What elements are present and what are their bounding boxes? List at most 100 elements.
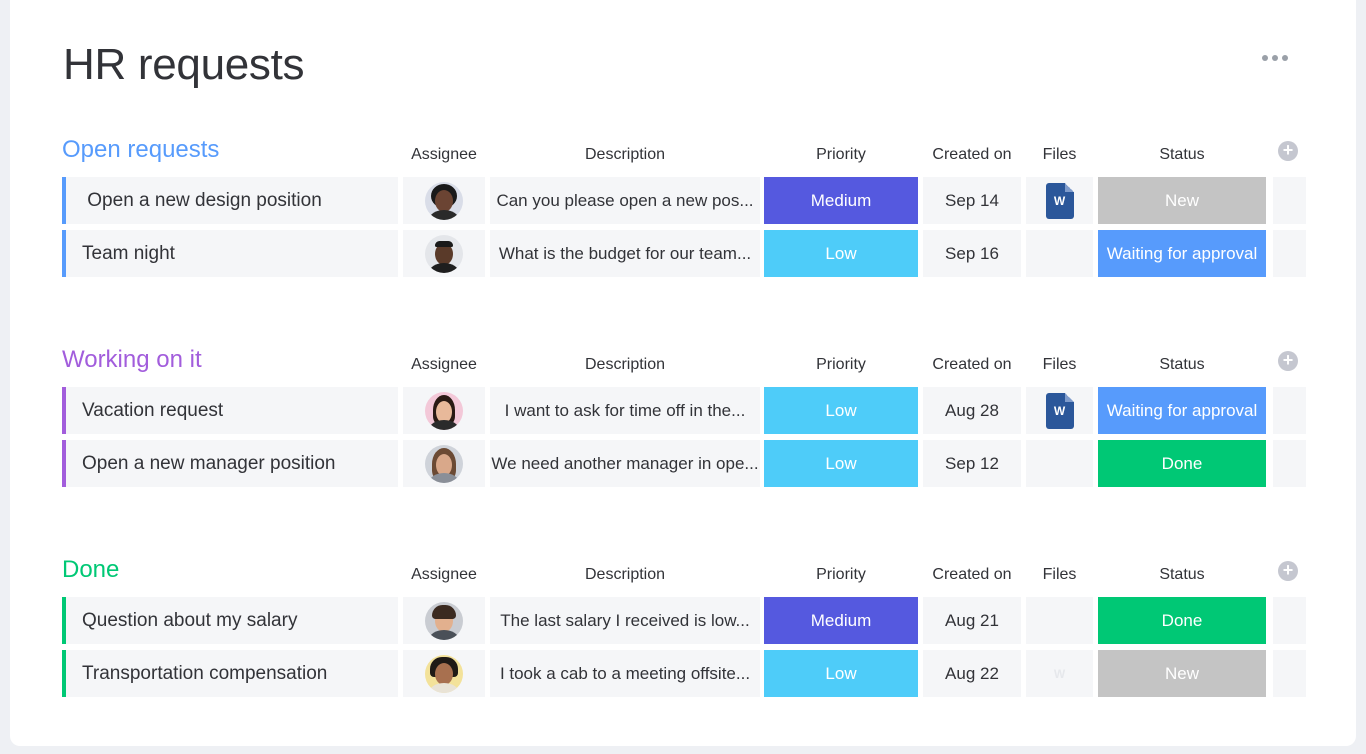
group-color-bar bbox=[62, 230, 66, 277]
group-title[interactable]: Working on it bbox=[62, 346, 202, 373]
priority-cell[interactable]: Medium bbox=[764, 177, 918, 224]
item-name: Open a new design position bbox=[82, 189, 322, 211]
status-cell[interactable]: Done bbox=[1098, 440, 1266, 487]
group-working-on-it: Working on it Assignee Description Prior… bbox=[62, 346, 1312, 496]
column-header-created-on[interactable]: Created on bbox=[932, 146, 1012, 163]
table-row[interactable]: Vacation request I want to ask for time … bbox=[62, 387, 1306, 435]
column-header-priority[interactable]: Priority bbox=[816, 356, 866, 373]
row-end-cell bbox=[1273, 650, 1306, 697]
column-header-priority[interactable]: Priority bbox=[816, 146, 866, 163]
files-cell[interactable] bbox=[1026, 440, 1093, 487]
column-header-files[interactable]: Files bbox=[1042, 566, 1077, 583]
description-cell[interactable]: What is the budget for our team... bbox=[490, 230, 760, 277]
add-column-icon[interactable]: + bbox=[1278, 351, 1298, 371]
item-name: Open a new manager position bbox=[82, 452, 336, 474]
column-header-assignee[interactable]: Assignee bbox=[411, 356, 477, 373]
column-header-created-on[interactable]: Created on bbox=[932, 356, 1012, 373]
column-header-description[interactable]: Description bbox=[584, 566, 666, 583]
created-on-cell[interactable]: Aug 22 bbox=[923, 650, 1021, 697]
table-row[interactable]: Question about my salary The last salary… bbox=[62, 597, 1306, 645]
created-on-cell[interactable]: Sep 12 bbox=[923, 440, 1021, 487]
table-row[interactable]: Transportation compensation I took a cab… bbox=[62, 650, 1306, 698]
assignee-cell[interactable] bbox=[403, 440, 485, 487]
group-color-bar bbox=[62, 597, 66, 644]
assignee-cell[interactable] bbox=[403, 650, 485, 697]
group-title[interactable]: Done bbox=[62, 556, 120, 583]
item-name-cell[interactable]: Question about my salary bbox=[62, 597, 398, 644]
table-row[interactable]: Open a new manager position We need anot… bbox=[62, 440, 1306, 488]
status-cell[interactable]: Waiting for approval bbox=[1098, 230, 1266, 277]
description-cell[interactable]: We need another manager in ope... bbox=[490, 440, 760, 487]
created-on-cell[interactable]: Aug 28 bbox=[923, 387, 1021, 434]
description-cell[interactable]: I want to ask for time off in the... bbox=[490, 387, 760, 434]
column-header-description[interactable]: Description bbox=[584, 146, 666, 163]
board: HR requests Open requests Assignee Descr… bbox=[10, 0, 1356, 746]
created-on-cell[interactable]: Aug 21 bbox=[923, 597, 1021, 644]
word-file-icon[interactable]: W bbox=[1045, 392, 1074, 429]
add-column-icon[interactable]: + bbox=[1278, 561, 1298, 581]
group-title[interactable]: Open requests bbox=[62, 136, 220, 163]
priority-cell[interactable]: Medium bbox=[764, 597, 918, 644]
row-end-cell bbox=[1273, 597, 1306, 644]
group-done: Done Assignee Description Priority Creat… bbox=[62, 556, 1312, 706]
status-cell[interactable]: Done bbox=[1098, 597, 1266, 644]
word-file-icon[interactable]: W bbox=[1053, 666, 1066, 681]
avatar bbox=[425, 654, 463, 693]
more-options-icon[interactable] bbox=[1262, 55, 1288, 61]
row-end-cell bbox=[1273, 177, 1306, 224]
item-name-cell[interactable]: Team night bbox=[62, 230, 398, 277]
item-name-cell[interactable]: Vacation request bbox=[62, 387, 398, 434]
created-on-cell[interactable]: Sep 16 bbox=[923, 230, 1021, 277]
description-cell[interactable]: Can you please open a new pos... bbox=[490, 177, 760, 224]
column-header-files[interactable]: Files bbox=[1042, 146, 1077, 163]
column-header-priority[interactable]: Priority bbox=[816, 566, 866, 583]
files-cell[interactable]: W bbox=[1026, 387, 1093, 434]
assignee-cell[interactable] bbox=[403, 177, 485, 224]
status-cell[interactable]: Waiting for approval bbox=[1098, 387, 1266, 434]
priority-cell[interactable]: Low bbox=[764, 650, 918, 697]
assignee-cell[interactable] bbox=[403, 230, 485, 277]
avatar bbox=[425, 234, 463, 273]
item-name-cell[interactable]: Open a new manager position bbox=[62, 440, 398, 487]
priority-cell[interactable]: Low bbox=[764, 387, 918, 434]
status-cell[interactable]: New bbox=[1098, 650, 1266, 697]
description-cell[interactable]: The last salary I received is low... bbox=[490, 597, 760, 644]
column-header-assignee[interactable]: Assignee bbox=[411, 566, 477, 583]
group-color-bar bbox=[62, 177, 66, 224]
avatar bbox=[425, 444, 463, 483]
row-end-cell bbox=[1273, 387, 1306, 434]
priority-cell[interactable]: Low bbox=[764, 230, 918, 277]
column-header-created-on[interactable]: Created on bbox=[932, 566, 1012, 583]
item-name: Transportation compensation bbox=[82, 662, 328, 684]
item-name-cell[interactable]: Transportation compensation bbox=[62, 650, 398, 697]
board-title: HR requests bbox=[63, 40, 305, 89]
files-cell[interactable]: W bbox=[1026, 650, 1093, 697]
files-cell[interactable] bbox=[1026, 597, 1093, 644]
priority-cell[interactable]: Low bbox=[764, 440, 918, 487]
column-header-status[interactable]: Status bbox=[1159, 566, 1205, 583]
avatar bbox=[425, 391, 463, 430]
column-header-status[interactable]: Status bbox=[1159, 146, 1205, 163]
add-column-icon[interactable]: + bbox=[1278, 141, 1298, 161]
files-cell[interactable] bbox=[1026, 230, 1093, 277]
assignee-cell[interactable] bbox=[403, 387, 485, 434]
description-cell[interactable]: I took a cab to a meeting offsite... bbox=[490, 650, 760, 697]
row-end-cell bbox=[1273, 440, 1306, 487]
assignee-cell[interactable] bbox=[403, 597, 485, 644]
files-cell[interactable]: W bbox=[1026, 177, 1093, 224]
item-name: Vacation request bbox=[82, 399, 224, 421]
table-row[interactable]: Team night What is the budget for our te… bbox=[62, 230, 1306, 278]
word-file-icon[interactable]: W bbox=[1045, 182, 1074, 219]
column-header-status[interactable]: Status bbox=[1159, 356, 1205, 373]
created-on-cell[interactable]: Sep 14 bbox=[923, 177, 1021, 224]
group-open-requests: Open requests Assignee Description Prior… bbox=[62, 136, 1312, 286]
column-header-files[interactable]: Files bbox=[1042, 356, 1077, 373]
group-color-bar bbox=[62, 650, 66, 697]
column-header-description[interactable]: Description bbox=[584, 356, 666, 373]
status-cell[interactable]: New bbox=[1098, 177, 1266, 224]
item-name-cell[interactable]: Open a new design position bbox=[62, 177, 398, 224]
row-end-cell bbox=[1273, 230, 1306, 277]
column-header-assignee[interactable]: Assignee bbox=[411, 146, 477, 163]
item-name: Team night bbox=[82, 242, 175, 264]
table-row[interactable]: Open a new design position Can you pleas… bbox=[62, 177, 1306, 225]
